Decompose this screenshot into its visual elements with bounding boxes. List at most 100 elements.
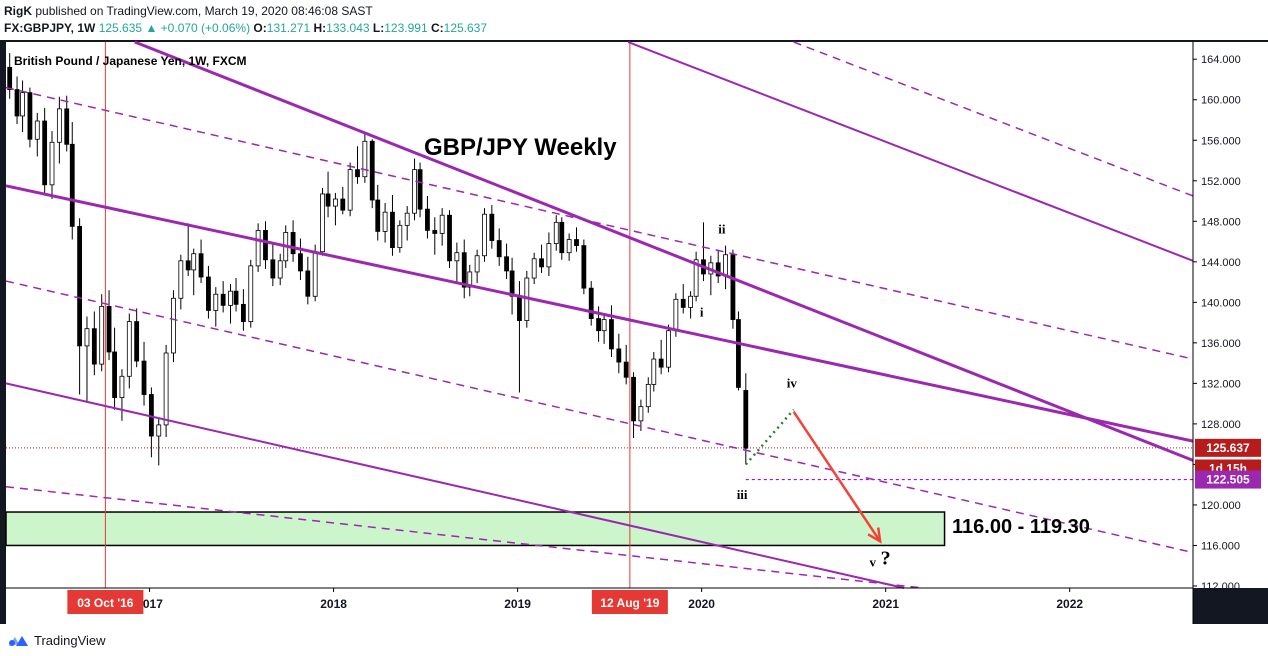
candle-body	[539, 258, 544, 268]
candle	[69, 122, 75, 240]
x-tick-label: 2020	[688, 597, 715, 611]
wave-label[interactable]: iii	[737, 487, 748, 502]
wave-v-projection-arrow[interactable]	[792, 411, 882, 543]
channel-midline[interactable]	[793, 41, 1194, 197]
candle-body	[191, 253, 197, 271]
channel-line[interactable]	[5, 184, 1194, 443]
candle	[651, 351, 657, 392]
candle	[290, 220, 296, 262]
candle-body	[233, 290, 239, 305]
x-tick-label: 2021	[872, 597, 899, 611]
candle	[84, 316, 90, 402]
candle-body	[596, 318, 601, 332]
candle	[171, 290, 176, 363]
price-axis[interactable]	[1193, 42, 1268, 588]
candle	[404, 206, 410, 241]
wave-label[interactable]: i	[700, 305, 704, 320]
tradingview-brand[interactable]: TradingView	[8, 632, 106, 648]
chart-subtitle: British Pound / Japanese Yen, 1W, FXCM	[14, 54, 247, 68]
candle-body	[566, 239, 572, 254]
candle-body	[666, 330, 671, 368]
event-date-badge[interactable]	[591, 590, 668, 614]
candle	[666, 324, 671, 373]
price-badge-label: 122.505	[1206, 473, 1250, 487]
price-chart[interactable]: British Pound / Japanese Yen, 1W, FXCM GB…	[0, 0, 1268, 624]
target-zone-label: 116.00 - 119.30	[952, 516, 1090, 538]
event-date-badge[interactable]	[67, 590, 144, 614]
candle-body	[743, 390, 749, 449]
candle-body	[277, 260, 283, 279]
channel-midline[interactable]	[5, 280, 1194, 554]
open-label: O:	[253, 21, 267, 35]
channel-line[interactable]	[134, 40, 1194, 462]
x-tick-label: 2022	[1056, 597, 1083, 611]
candle-body	[255, 230, 261, 267]
low-value: 123.991	[384, 21, 428, 35]
candle-body	[84, 328, 90, 347]
price-change: +0.070 (+0.06%)	[160, 21, 251, 35]
candle	[112, 327, 117, 410]
open-value: 131.271	[266, 21, 311, 35]
candle-body	[126, 321, 132, 377]
wave-label[interactable]: v	[870, 555, 877, 570]
candle	[616, 333, 622, 374]
candle	[270, 242, 276, 287]
y-tick-label: 120.000	[1201, 500, 1241, 512]
candle-body	[693, 259, 699, 297]
high-value: 133.043	[326, 21, 370, 35]
candle	[185, 223, 191, 276]
candle	[91, 311, 97, 376]
candle-body	[347, 169, 353, 211]
candle-body	[680, 298, 686, 308]
candle-body	[290, 232, 296, 255]
author-name[interactable]: RigK	[4, 4, 32, 18]
candle	[7, 53, 13, 99]
symbol-label[interactable]: FX:GBPJPY, 1W	[4, 21, 96, 35]
candle	[743, 373, 749, 465]
candle-body	[77, 225, 83, 347]
candle-body	[248, 265, 254, 322]
candle	[482, 208, 487, 262]
wave-label[interactable]: ?	[881, 548, 891, 570]
candle	[134, 308, 140, 368]
candle-body	[417, 169, 423, 210]
candle-body	[559, 221, 565, 254]
candle	[546, 232, 552, 276]
candle-body	[736, 319, 741, 388]
y-tick-label: 148.000	[1201, 216, 1241, 228]
channel-line[interactable]	[627, 41, 1194, 262]
candle	[213, 287, 219, 327]
candle-body	[27, 92, 33, 140]
candle	[680, 284, 686, 314]
low-label: L:	[372, 21, 385, 35]
wave-iv-projection[interactable]	[744, 408, 795, 466]
candle-body	[658, 358, 664, 368]
candle	[531, 252, 537, 285]
candle	[333, 192, 338, 226]
event-date-label: 12 Aug '19	[600, 596, 659, 610]
target-zone[interactable]	[5, 511, 946, 547]
candle-body	[240, 303, 246, 322]
channel-line[interactable]	[5, 382, 905, 589]
price-badge[interactable]	[1195, 470, 1261, 489]
channel-midline[interactable]	[5, 86, 1194, 360]
candle	[347, 162, 353, 217]
candle	[574, 227, 579, 252]
candle-body	[198, 253, 204, 278]
y-tick-label: 160.000	[1201, 95, 1241, 107]
close-label: C:	[430, 21, 444, 35]
candle	[609, 305, 614, 358]
candle-body	[156, 424, 162, 437]
candle-body	[601, 319, 607, 332]
candle	[509, 257, 515, 315]
wave-label[interactable]: iv	[787, 375, 798, 390]
candle	[390, 194, 395, 256]
candle	[559, 217, 565, 260]
candle	[49, 131, 55, 200]
candle-body	[574, 239, 579, 247]
candle-body	[461, 252, 467, 288]
price-badge[interactable]	[1195, 438, 1261, 457]
candle	[233, 278, 239, 312]
candle-body	[56, 108, 62, 143]
wave-label[interactable]: ii	[718, 221, 726, 236]
